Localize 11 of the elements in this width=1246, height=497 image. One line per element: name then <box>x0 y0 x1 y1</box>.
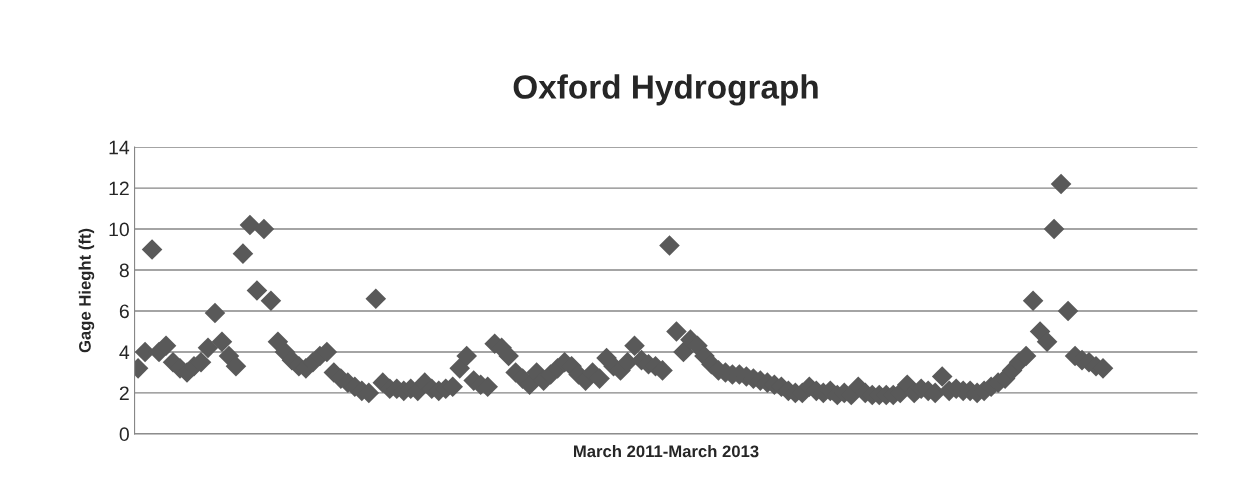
x-axis-title: March 2011-March 2013 <box>574 444 759 458</box>
y-tick-label: 14 <box>109 140 130 155</box>
y-tick-label: 12 <box>109 181 129 196</box>
y-tick-label: 10 <box>109 222 129 237</box>
y-tick-label: 0 <box>119 427 129 442</box>
chart-title: Oxford Hydrograph <box>513 74 818 106</box>
y-axis-title: Gage Hieght (ft) <box>78 228 95 353</box>
y-tick-label: 4 <box>119 345 130 359</box>
y-tick-label: 2 <box>119 386 129 400</box>
y-tick-label: 8 <box>119 263 129 278</box>
y-tick-label: 6 <box>119 304 129 319</box>
